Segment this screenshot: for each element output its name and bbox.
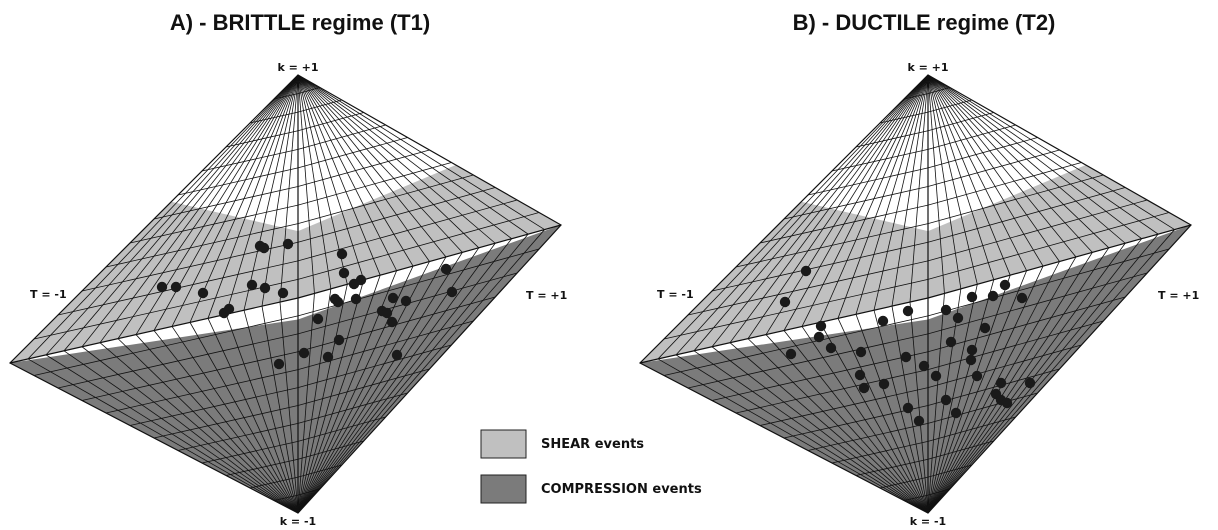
panel-a-title: A) - BRITTLE regime (T1) (170, 10, 430, 35)
panel-b-grid (657, 74, 1175, 514)
panel-b-data-point (987, 290, 999, 302)
panel-a-t-right-label: T = +1 (526, 289, 567, 302)
panel-b-data-point (1001, 397, 1013, 409)
panel-b-data-point (877, 315, 889, 327)
panel-b-data-point (813, 331, 825, 343)
panel-b-k-bottom-label: k = -1 (910, 515, 946, 528)
panel-a-data-point (170, 281, 182, 293)
panel-b-title: B) - DUCTILE regime (T2) (793, 10, 1056, 35)
panel-b-t-left-label: T = -1 (657, 288, 694, 301)
panel-a-grid (27, 74, 545, 514)
panel-b-data-point (785, 348, 797, 360)
panel-a-data-point (322, 351, 334, 363)
panel-b-data-point (913, 415, 925, 427)
panel-a-data-point (156, 281, 168, 293)
panel-a-data-point (386, 316, 398, 328)
panel-a-data-point (387, 292, 399, 304)
panel-b-points (779, 265, 1036, 427)
panel-a-data-point (197, 287, 209, 299)
panel-b-data-point (815, 320, 827, 332)
panel-b-data-point (940, 304, 952, 316)
panel-a-data-point (332, 296, 344, 308)
panel-a-data-point (223, 303, 235, 315)
panel-a: A) - BRITTLE regime (T1) k = +1 k = -1 T… (8, 10, 567, 528)
panel-a-t-axis (9, 224, 562, 364)
panel-b: B) - DUCTILE regime (T2) k = +1 k = -1 T… (638, 10, 1199, 528)
panel-a-data-point (350, 293, 362, 305)
panel-b-data-point (800, 265, 812, 277)
panel-b-data-point (979, 322, 991, 334)
panel-a-data-point (391, 349, 403, 361)
legend-compression-swatch (480, 474, 527, 504)
panel-b-t-right-label: T = +1 (1158, 289, 1199, 302)
panel-b-t-axis (639, 224, 1192, 364)
legend: SHEAR events COMPRESSION events (480, 429, 702, 504)
legend-shear-swatch (480, 429, 527, 459)
panel-b-data-point (902, 402, 914, 414)
panel-a-points (156, 238, 458, 370)
panel-b-data-point (966, 344, 978, 356)
panel-b-data-point (854, 369, 866, 381)
panel-a-data-point (338, 267, 350, 279)
panel-b-data-point (878, 378, 890, 390)
panel-b-data-point (971, 370, 983, 382)
panel-a-data-point (259, 282, 271, 294)
panel-a-data-point (400, 295, 412, 307)
panel-b-data-point (999, 279, 1011, 291)
panel-b-data-point (965, 354, 977, 366)
panel-a-data-point (282, 238, 294, 250)
panel-a-data-point (312, 313, 324, 325)
panel-b-data-point (952, 312, 964, 324)
panel-a-data-point (348, 278, 360, 290)
panel-a-data-point (273, 358, 285, 370)
panel-a-data-point (333, 334, 345, 346)
panel-b-data-point (1024, 377, 1036, 389)
panel-b-data-point (995, 377, 1007, 389)
panel-a-data-point (258, 242, 270, 254)
panel-b-data-point (825, 342, 837, 354)
panel-a-data-point (277, 287, 289, 299)
panel-a-data-point (298, 347, 310, 359)
panel-b-data-point (855, 346, 867, 358)
panel-b-data-point (966, 291, 978, 303)
panel-b-data-point (930, 370, 942, 382)
panel-a-t-left-label: T = -1 (30, 288, 67, 301)
panel-a-k-top-label: k = +1 (277, 61, 318, 74)
panel-b-data-point (918, 360, 930, 372)
panel-a-data-point (446, 286, 458, 298)
panel-b-data-point (900, 351, 912, 363)
legend-shear-label: SHEAR events (541, 437, 644, 452)
panel-b-k-top-label: k = +1 (907, 61, 948, 74)
panel-a-data-point (246, 279, 258, 291)
panel-b-data-point (950, 407, 962, 419)
panel-a-data-point (336, 248, 348, 260)
panel-b-data-point (902, 305, 914, 317)
panel-b-data-point (858, 382, 870, 394)
panel-b-data-point (1016, 292, 1028, 304)
panel-a-data-point (440, 263, 452, 275)
panel-b-diagram (638, 74, 1192, 514)
legend-compression-label: COMPRESSION events (541, 482, 702, 497)
panel-b-data-point (779, 296, 791, 308)
panel-b-data-point (945, 336, 957, 348)
panel-b-data-point (940, 394, 952, 406)
panel-a-data-point (381, 307, 393, 319)
panel-a-k-bottom-label: k = -1 (280, 515, 316, 528)
